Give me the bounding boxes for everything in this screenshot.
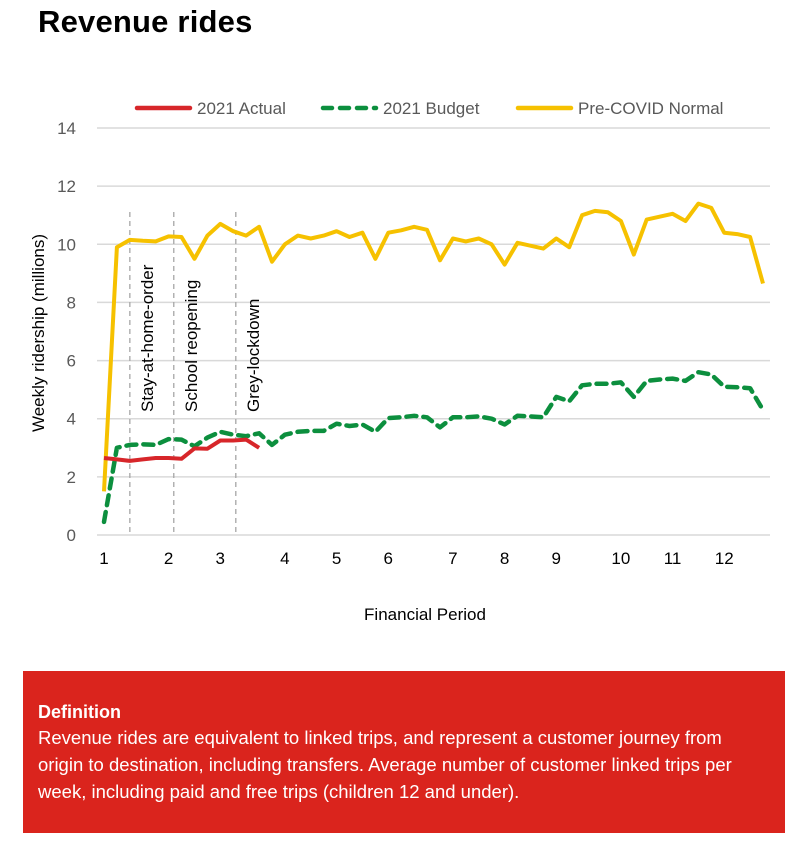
y-axis-title: Weekly ridership (millions) (29, 234, 48, 432)
series-line-2021-budget (101, 369, 766, 525)
legend-label-budget: 2021 Budget (383, 99, 480, 118)
definition-text: Revenue rides are equivalent to linked t… (38, 727, 732, 802)
page-title: Revenue rides (38, 4, 253, 39)
x-tick-label: 2 (164, 549, 173, 568)
annotation-label: Grey-lockdown (244, 299, 263, 412)
definition-box: Definition Revenue rides are equivalent … (23, 671, 785, 833)
legend: 2021 Actual 2021 Budget Pre-COVID Normal (134, 99, 723, 118)
annotations: Stay-at-home-order School reopening Grey-l… (129, 212, 263, 535)
y-tick-label: 4 (67, 410, 76, 429)
y-tick-label: 8 (67, 293, 76, 312)
x-axis-title: Financial Period (364, 605, 486, 624)
y-tick-label: 6 (67, 352, 76, 371)
y-tick-label: 10 (57, 235, 76, 254)
x-tick-label: 4 (280, 549, 289, 568)
y-tick-label: 0 (67, 526, 76, 545)
x-tick-label: 5 (332, 549, 341, 568)
y-tick-label: 2 (67, 468, 76, 487)
x-tick-label: 3 (216, 549, 225, 568)
x-tick-label: 8 (500, 549, 509, 568)
annotation-label: School reopening (182, 280, 201, 412)
x-axis-ticks: 1 2 3 4 5 6 7 8 9 10 11 12 (99, 549, 733, 568)
legend-label-precovid: Pre-COVID Normal (578, 99, 723, 118)
x-tick-label: 1 (99, 549, 108, 568)
x-tick-label: 7 (448, 549, 457, 568)
x-tick-label: 6 (384, 549, 393, 568)
x-tick-label: 11 (664, 549, 682, 568)
annotation-label: Stay-at-home-order (138, 264, 157, 412)
x-tick-label: 9 (552, 549, 561, 568)
y-tick-label: 12 (57, 177, 76, 196)
definition-heading: Definition (38, 702, 121, 722)
legend-label-actual: 2021 Actual (197, 99, 286, 118)
x-tick-label: 12 (715, 549, 734, 568)
series-lines (101, 201, 766, 525)
y-axis-ticks: 0 2 4 6 8 10 12 14 (57, 119, 76, 545)
series-line-pre-covid-normal (102, 201, 765, 492)
y-tick-label: 14 (57, 119, 76, 138)
x-tick-label: 10 (611, 549, 630, 568)
